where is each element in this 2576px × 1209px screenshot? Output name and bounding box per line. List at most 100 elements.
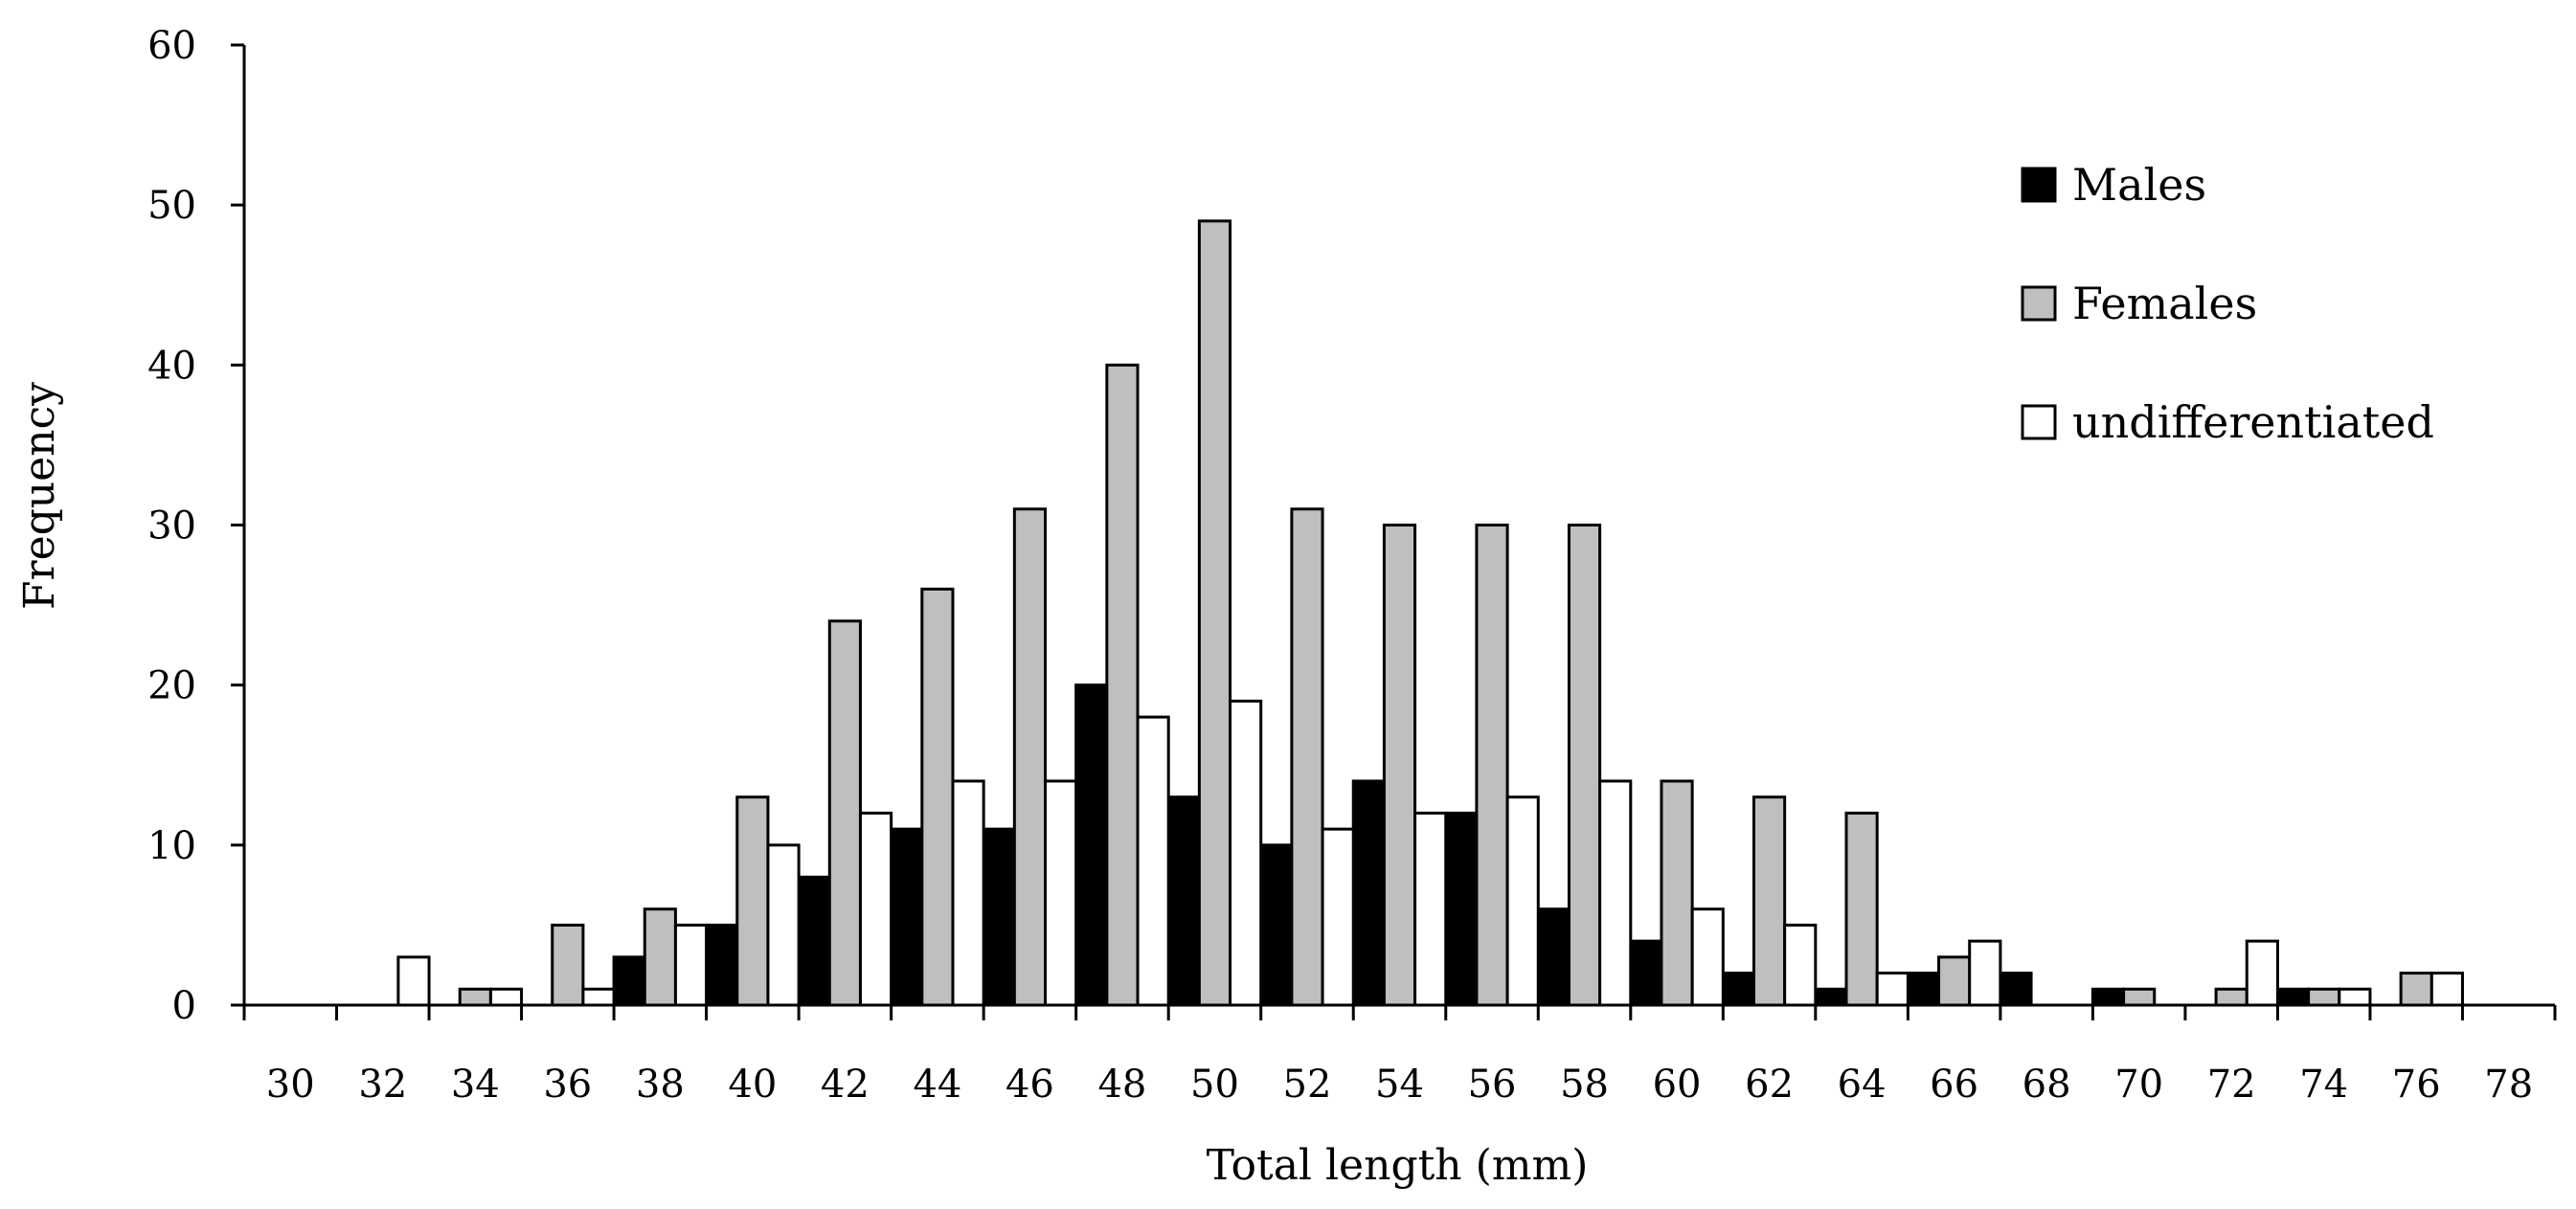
bar-females-40 <box>735 795 770 1007</box>
bar-undifferentiated-76 <box>2429 972 2464 1007</box>
legend-swatch-males <box>2021 167 2057 203</box>
x-tick-label: 46 <box>1006 1063 1054 1107</box>
x-tick-label: 68 <box>2022 1063 2071 1107</box>
bar-females-48 <box>1105 363 1140 1007</box>
bar-females-50 <box>1197 219 1232 1007</box>
x-tick-label: 44 <box>913 1063 961 1107</box>
y-tick-label: 30 <box>147 504 196 549</box>
bar-undifferentiated-48 <box>1136 715 1170 1007</box>
bar-females-34 <box>458 987 492 1007</box>
bar-males-64 <box>1814 987 1848 1007</box>
tick-labels-layer: 0 10 20 30 40 50 60 30 32 34 36 38 40 42 44 46 48 50 52 54 5… <box>147 24 2533 1107</box>
bar-females-64 <box>1844 811 1879 1007</box>
x-tick-label: 38 <box>636 1063 685 1107</box>
bar-males-74 <box>2275 987 2311 1007</box>
x-tick-label: 40 <box>728 1063 777 1107</box>
x-tick-label: 42 <box>821 1063 870 1107</box>
bar-males-60 <box>1629 939 1663 1007</box>
bar-females-38 <box>643 907 677 1007</box>
x-tick-label: 50 <box>1190 1063 1239 1107</box>
legend-swatch-females <box>2021 285 2057 322</box>
bar-undifferentiated-50 <box>1229 699 1263 1007</box>
y-tick-label: 50 <box>147 184 196 228</box>
bar-females-42 <box>827 619 862 1007</box>
bar-females-72 <box>2214 987 2248 1007</box>
bar-males-54 <box>1351 779 1386 1007</box>
bar-undifferentiated-32 <box>396 955 431 1007</box>
bars-layer <box>396 219 2464 1007</box>
bar-males-62 <box>1721 972 1755 1007</box>
legend-label-females: Females <box>2072 278 2257 329</box>
x-tick-label: 32 <box>358 1063 407 1107</box>
bar-undifferentiated-56 <box>1505 795 1540 1007</box>
bar-males-56 <box>1444 811 1479 1007</box>
bar-undifferentiated-34 <box>488 987 524 1007</box>
bar-males-40 <box>705 923 739 1007</box>
bar-undifferentiated-46 <box>1044 779 1078 1007</box>
x-tick-label: 66 <box>1930 1063 1978 1107</box>
x-tick-label: 34 <box>451 1063 500 1107</box>
y-axis-title: Frequency <box>15 382 64 610</box>
bar-undifferentiated-42 <box>858 811 893 1007</box>
bar-females-56 <box>1475 524 1509 1007</box>
bar-males-52 <box>1259 843 1294 1007</box>
y-tick-label: 40 <box>147 344 196 388</box>
legend-label-undifferentiated: undifferentiated <box>2072 396 2434 448</box>
bar-females-62 <box>1751 795 1787 1007</box>
bar-males-38 <box>612 955 646 1007</box>
x-tick-label: 62 <box>1745 1063 1794 1107</box>
legend: Males Females undifferentiated <box>2021 159 2434 448</box>
bar-males-46 <box>982 827 1016 1007</box>
bar-undifferentiated-38 <box>673 923 709 1007</box>
x-tick-label: 60 <box>1653 1063 1702 1107</box>
x-tick-label: 56 <box>1468 1063 1517 1107</box>
bar-females-74 <box>2307 987 2341 1007</box>
y-tick-label: 60 <box>147 24 196 68</box>
x-tick-label: 74 <box>2299 1063 2348 1107</box>
bar-females-58 <box>1567 524 1602 1007</box>
bar-males-68 <box>1999 972 2033 1007</box>
bar-undifferentiated-58 <box>1598 779 1633 1007</box>
x-tick-label: 52 <box>1283 1063 1332 1107</box>
bar-undifferentiated-72 <box>2245 939 2279 1007</box>
x-tick-label: 72 <box>2207 1063 2256 1107</box>
bar-females-70 <box>2122 987 2157 1007</box>
bar-females-46 <box>1012 507 1047 1007</box>
bar-females-54 <box>1382 524 1417 1007</box>
bar-males-58 <box>1536 907 1570 1007</box>
x-tick-label: 70 <box>2114 1063 2163 1107</box>
x-tick-label: 78 <box>2484 1063 2533 1107</box>
bar-females-44 <box>920 587 955 1007</box>
x-tick-label: 30 <box>266 1063 315 1107</box>
bar-females-76 <box>2399 972 2433 1007</box>
bar-undifferentiated-36 <box>581 987 616 1007</box>
x-tick-label: 76 <box>2392 1063 2441 1107</box>
x-tick-label: 36 <box>543 1063 592 1107</box>
y-tick-label: 10 <box>147 824 196 868</box>
bar-undifferentiated-60 <box>1690 907 1725 1007</box>
bar-females-66 <box>1937 955 1972 1007</box>
x-axis-title: Total length (mm) <box>1207 1141 1589 1190</box>
bar-undifferentiated-66 <box>1968 939 2002 1007</box>
bar-females-36 <box>551 923 585 1007</box>
bar-undifferentiated-64 <box>1875 972 1909 1007</box>
x-tick-label: 54 <box>1375 1063 1424 1107</box>
y-tick-label: 0 <box>172 984 196 1028</box>
bar-undifferentiated-54 <box>1413 811 1448 1007</box>
bar-undifferentiated-74 <box>2338 987 2372 1007</box>
bar-undifferentiated-62 <box>1783 923 1818 1007</box>
bar-males-48 <box>1074 683 1109 1007</box>
legend-swatch-undifferentiated <box>2021 404 2057 440</box>
bar-males-44 <box>890 827 924 1007</box>
bar-females-60 <box>1660 779 1694 1007</box>
x-tick-label: 58 <box>1560 1063 1609 1107</box>
bar-males-70 <box>2090 987 2126 1007</box>
bar-males-50 <box>1166 795 1201 1007</box>
bar-undifferentiated-40 <box>766 843 801 1007</box>
x-tick-label: 48 <box>1097 1063 1146 1107</box>
y-tick-label: 20 <box>147 664 196 708</box>
axes-layer <box>231 43 2557 1020</box>
bar-females-52 <box>1290 507 1324 1007</box>
bar-undifferentiated-52 <box>1321 827 1355 1007</box>
